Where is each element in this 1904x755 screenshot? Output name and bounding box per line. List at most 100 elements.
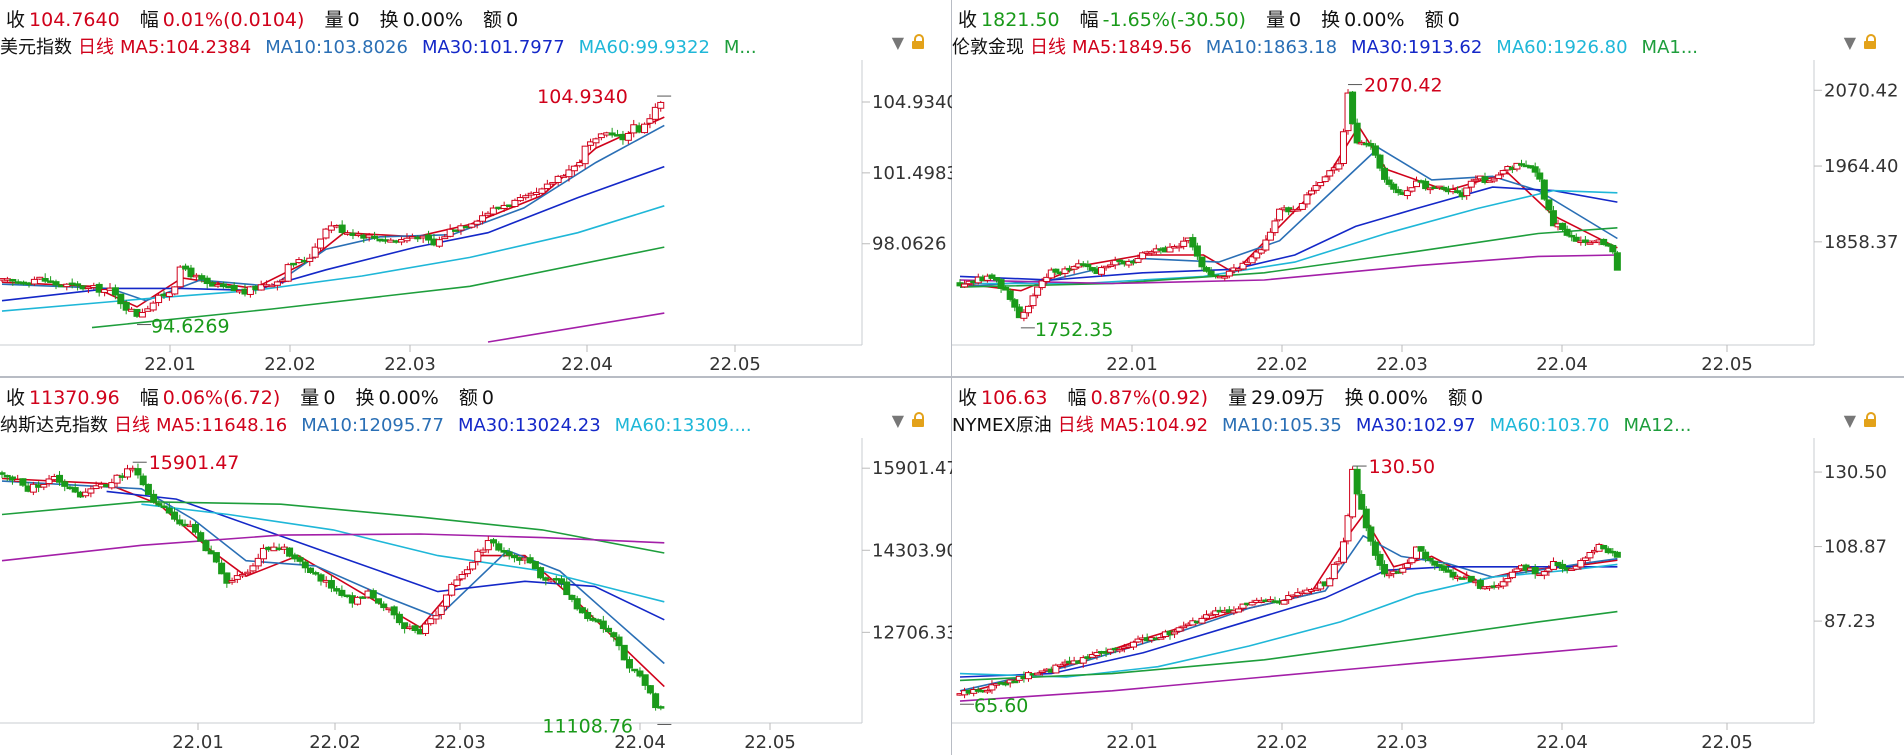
y-tick-label: 108.87: [1824, 537, 1887, 558]
y-tick-label: 104.9340: [872, 92, 952, 113]
lock-icon[interactable]: [912, 412, 924, 427]
candle-body: [8, 476, 16, 481]
x-tick-label: 22.04: [1536, 354, 1588, 375]
candle-body: [1376, 553, 1384, 566]
candle-body: [1545, 199, 1553, 211]
candle-body: [1413, 546, 1420, 559]
candle-body: [29, 483, 37, 493]
period-label[interactable]: 日线: [1030, 37, 1066, 58]
ma10-legend: MA10:1863.18: [1205, 37, 1338, 58]
chart-panel-crude-oil[interactable]: 130.50 108.87 87.23 22.01 22.02 22.03 22.04 22.…: [952, 378, 1904, 755]
dropdown-arrow-icon[interactable]: ▼: [891, 33, 904, 52]
y-tick-label: 1858.37: [1824, 232, 1898, 253]
candle-body: [615, 636, 623, 647]
candle-body: [74, 283, 82, 286]
candle-body: [1157, 637, 1165, 640]
candle-body: [1317, 182, 1325, 187]
candle-body: [1513, 162, 1521, 170]
candle-body: [1371, 541, 1379, 556]
y-tick-label: 98.0626: [872, 234, 946, 255]
volume-label: 量: [1266, 9, 1286, 31]
candle-body: [1056, 664, 1064, 667]
ma-legend: 纳斯达克指数 日线 MA5:11648.16 MA10:12095.77 MA30:13…: [0, 411, 766, 436]
candle-body: [565, 169, 573, 178]
candle-body: [160, 505, 168, 509]
candle-body: [380, 603, 388, 609]
candle-body: [123, 468, 131, 478]
x-tick-label: 22.03: [434, 732, 486, 753]
candle-body: [1280, 599, 1288, 605]
ma-more-legend: MA1...: [1641, 37, 1699, 58]
candle-body: [458, 574, 466, 580]
candlestick-chart[interactable]: 104.9340 101.4983 98.0626 22.01 22.02 22.03 22…: [0, 0, 952, 377]
candle-body: [1504, 578, 1512, 583]
chart-panel-nasdaq[interactable]: 15901.47 14303.90 12706.33 22.01 22.02 22.03 2…: [0, 378, 952, 755]
low-label: 65.60: [974, 695, 1028, 717]
candle-body: [1203, 614, 1211, 619]
range-label: 幅: [139, 387, 159, 409]
candle-body: [291, 554, 299, 560]
candle-body: [1294, 208, 1302, 212]
lock-icon[interactable]: [1864, 412, 1876, 427]
candle-body: [993, 277, 1001, 281]
vertical-divider: [951, 0, 952, 755]
candle-body: [1321, 176, 1329, 183]
candle-body: [435, 239, 443, 247]
candle-body: [490, 539, 498, 544]
candle-body: [1011, 680, 1019, 684]
period-label[interactable]: 日线: [1057, 415, 1094, 436]
dropdown-arrow-icon[interactable]: ▼: [891, 411, 904, 430]
candle-body: [1024, 305, 1032, 314]
dropdown-arrow-icon[interactable]: ▼: [1843, 33, 1856, 52]
candle-body: [1116, 648, 1124, 652]
candle-body: [268, 284, 276, 288]
candle-body: [1262, 239, 1270, 251]
candle-body: [500, 550, 508, 553]
candle-body: [568, 594, 576, 600]
instrument-name: NYMEX原油: [952, 415, 1052, 436]
candle-body: [422, 623, 430, 634]
close-value: 11370.96: [29, 387, 120, 409]
instrument-name: 美元指数: [0, 37, 72, 58]
candle-body: [625, 659, 633, 669]
candle-body: [113, 474, 121, 484]
candle-body: [427, 618, 435, 625]
chart-panel-gold[interactable]: 2070.42 1964.40 1858.37 22.01 22.02 22.03 22.0…: [952, 0, 1904, 377]
dropdown-arrow-icon[interactable]: ▼: [1843, 411, 1856, 430]
candle-body: [317, 238, 325, 249]
turnover-label: 换: [355, 387, 375, 409]
candlestick-chart[interactable]: 130.50 108.87 87.23 22.01 22.02 22.03 22.04 22.…: [952, 378, 1904, 755]
candle-body: [446, 228, 454, 237]
candlestick-chart[interactable]: 15901.47 14303.90 12706.33 22.01 22.02 22.03 2…: [0, 378, 952, 755]
candle-body: [327, 580, 335, 589]
candle-body: [1604, 243, 1612, 247]
candle-body: [463, 569, 471, 575]
candle-body: [41, 278, 49, 282]
candle-body: [1381, 167, 1389, 180]
candle-body: [474, 550, 482, 562]
candle-body: [1472, 178, 1480, 182]
candle-body: [452, 229, 460, 232]
candle-body: [139, 475, 147, 486]
candle-body: [239, 573, 247, 577]
period-label[interactable]: 日线: [114, 415, 150, 436]
ma10-legend: MA10:105.35: [1222, 415, 1342, 436]
candle-body: [1193, 245, 1201, 257]
period-label[interactable]: 日线: [78, 37, 114, 58]
turnover-label: 换: [379, 9, 399, 31]
candle-body: [646, 685, 654, 694]
candle-body: [403, 237, 411, 242]
volume-label: 量: [1228, 387, 1248, 409]
x-tick-label: 22.03: [384, 354, 436, 375]
candle-body: [1107, 648, 1115, 653]
lock-icon[interactable]: [912, 34, 924, 49]
candle-body: [1367, 526, 1375, 542]
candle-body: [338, 589, 346, 596]
ma30-line: [106, 490, 665, 621]
candle-body: [61, 481, 69, 487]
chart-panel-usd-index[interactable]: 104.9340 101.4983 98.0626 22.01 22.02 22.03 22…: [0, 0, 952, 377]
lock-icon[interactable]: [1864, 34, 1876, 49]
candlestick-chart[interactable]: 2070.42 1964.40 1858.37 22.01 22.02 22.03 22.0…: [952, 0, 1904, 377]
candle-body: [1604, 548, 1612, 554]
